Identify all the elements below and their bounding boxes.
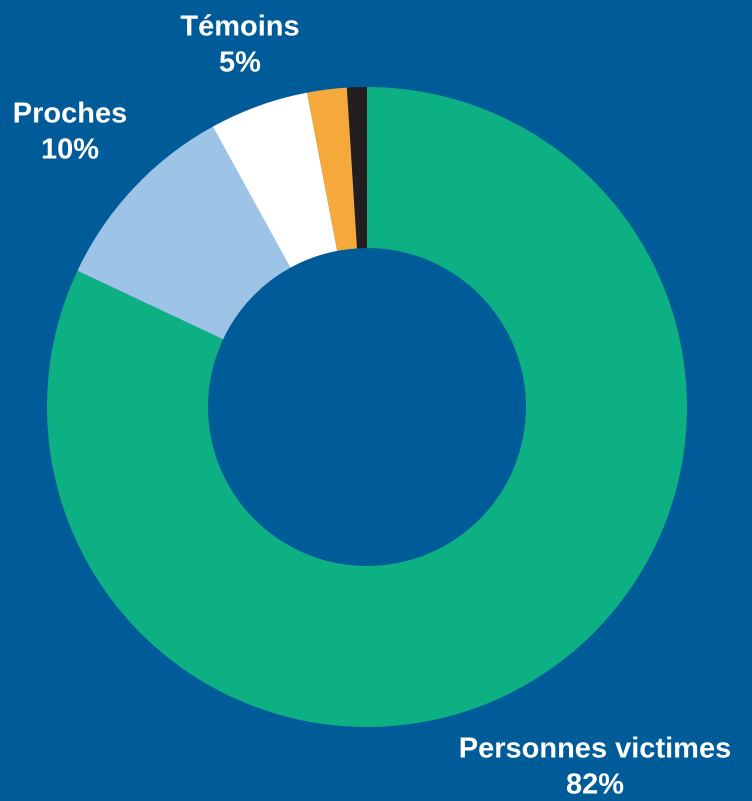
segment-label: Personnes victimes bbox=[459, 733, 731, 765]
segment-label: Témoins bbox=[180, 11, 299, 43]
donut-segment bbox=[77, 126, 291, 340]
donut-segment bbox=[47, 87, 688, 727]
segment-label: Proches bbox=[13, 98, 127, 130]
donut-segment bbox=[212, 92, 338, 268]
segment-value-label: 10% bbox=[41, 134, 99, 166]
donut-segment bbox=[346, 87, 367, 249]
segment-value-label: 5% bbox=[219, 47, 261, 79]
segment-value-label: 82% bbox=[566, 769, 624, 801]
donut-segment bbox=[307, 87, 358, 251]
